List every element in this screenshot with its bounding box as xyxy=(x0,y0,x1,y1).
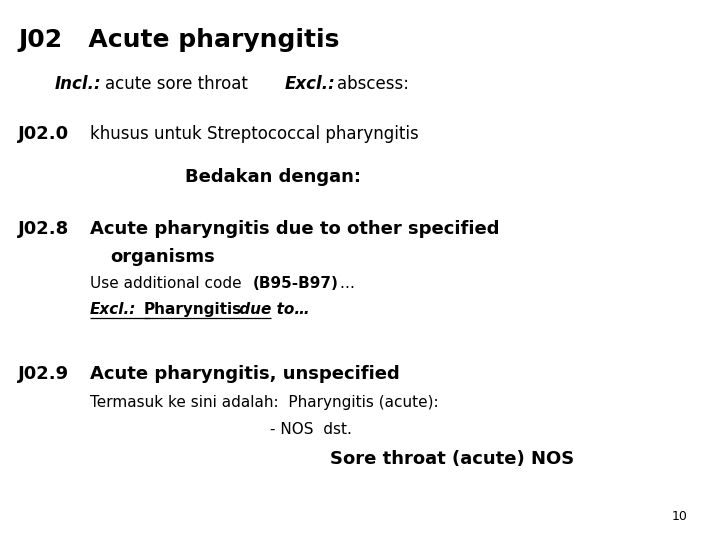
Text: khusus untuk Streptococcal pharyngitis: khusus untuk Streptococcal pharyngitis xyxy=(90,125,419,143)
Text: Incl.:: Incl.: xyxy=(55,75,102,93)
Text: Excl.:: Excl.: xyxy=(285,75,336,93)
Text: 10: 10 xyxy=(672,510,688,523)
Text: Termasuk ke sini adalah:  Pharyngitis (acute):: Termasuk ke sini adalah: Pharyngitis (ac… xyxy=(90,395,438,410)
Text: Bedakan dengan:: Bedakan dengan: xyxy=(185,168,361,186)
Text: organisms: organisms xyxy=(110,248,215,266)
Text: acute sore throat: acute sore throat xyxy=(105,75,248,93)
Text: Acute pharyngitis due to other specified: Acute pharyngitis due to other specified xyxy=(90,220,500,238)
Text: Pharyngitis: Pharyngitis xyxy=(144,302,242,317)
Text: …: … xyxy=(335,276,355,291)
Text: due to…: due to… xyxy=(234,302,310,317)
Text: - NOS  dst.: - NOS dst. xyxy=(270,422,352,437)
Text: abscess:: abscess: xyxy=(337,75,409,93)
Text: Acute pharyngitis, unspecified: Acute pharyngitis, unspecified xyxy=(90,365,400,383)
Text: J02.9: J02.9 xyxy=(18,365,69,383)
Text: J02.0: J02.0 xyxy=(18,125,69,143)
Text: J02   Acute pharyngitis: J02 Acute pharyngitis xyxy=(18,28,339,52)
Text: Excl.:: Excl.: xyxy=(90,302,136,317)
Text: Use additional code: Use additional code xyxy=(90,276,246,291)
Text: (B95-B97): (B95-B97) xyxy=(253,276,339,291)
Text: J02.8: J02.8 xyxy=(18,220,69,238)
Text: Sore throat (acute) NOS: Sore throat (acute) NOS xyxy=(330,450,575,468)
